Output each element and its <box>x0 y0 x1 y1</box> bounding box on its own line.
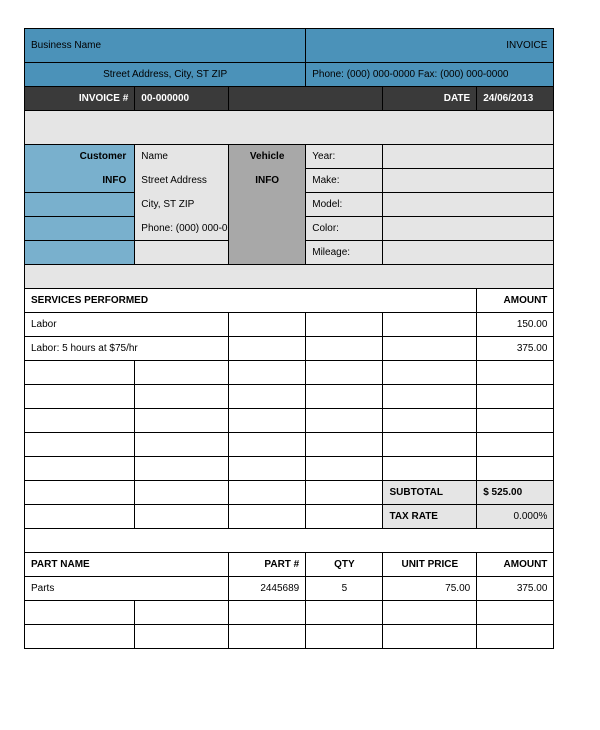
part-name: Parts <box>25 577 229 601</box>
customer-street-label: Street Address <box>135 169 229 193</box>
vehicle-label-1: Vehicle <box>229 145 306 169</box>
parts-amount-header: AMOUNT <box>477 553 554 577</box>
vehicle-label-2: INFO <box>229 169 306 193</box>
subtotal-label: SUBTOTAL <box>383 481 477 505</box>
part-unitprice: 75.00 <box>383 577 477 601</box>
vehicle-color-label: Color: <box>306 217 383 241</box>
parts-unitprice-header: UNIT PRICE <box>383 553 477 577</box>
parts-name-header: PART NAME <box>25 553 229 577</box>
customer-label-1: Customer <box>25 145 135 169</box>
service-amount: 150.00 <box>477 313 554 337</box>
parts-qty-header: QTY <box>306 553 383 577</box>
date-label: DATE <box>383 87 477 111</box>
parts-num-header: PART # <box>229 553 306 577</box>
service-desc: Labor <box>25 313 229 337</box>
invoice-table: Business Name INVOICE Street Address, Ci… <box>24 28 576 649</box>
customer-phone-label: Phone: (000) 000-0000 <box>135 217 229 241</box>
date-value: 24/06/2013 <box>477 87 554 111</box>
services-amount-header: AMOUNT <box>477 289 554 313</box>
phone-fax: Phone: (000) 000-0000 Fax: (000) 000-000… <box>306 63 554 87</box>
taxrate-value: 0.000% <box>477 505 554 529</box>
customer-name-label: Name <box>135 145 229 169</box>
subtotal-value: $ 525.00 <box>477 481 554 505</box>
services-header: SERVICES PERFORMED <box>25 289 477 313</box>
vehicle-make-label: Make: <box>306 169 383 193</box>
taxrate-label: TAX RATE <box>383 505 477 529</box>
vehicle-mileage-label: Mileage: <box>306 241 383 265</box>
vehicle-year-label: Year: <box>306 145 383 169</box>
part-num: 2445689 <box>229 577 306 601</box>
invoice-num: 00-000000 <box>135 87 229 111</box>
service-amount: 375.00 <box>477 337 554 361</box>
customer-label-2: INFO <box>25 169 135 193</box>
invoice-num-label: INVOICE # <box>25 87 135 111</box>
address-line: Street Address, City, ST ZIP <box>25 63 306 87</box>
part-amount: 375.00 <box>477 577 554 601</box>
business-name: Business Name <box>25 29 306 63</box>
part-qty: 5 <box>306 577 383 601</box>
service-desc: Labor: 5 hours at $75/hr <box>25 337 229 361</box>
customer-city-label: City, ST ZIP <box>135 193 229 217</box>
invoice-title: INVOICE <box>306 29 554 63</box>
vehicle-model-label: Model: <box>306 193 383 217</box>
